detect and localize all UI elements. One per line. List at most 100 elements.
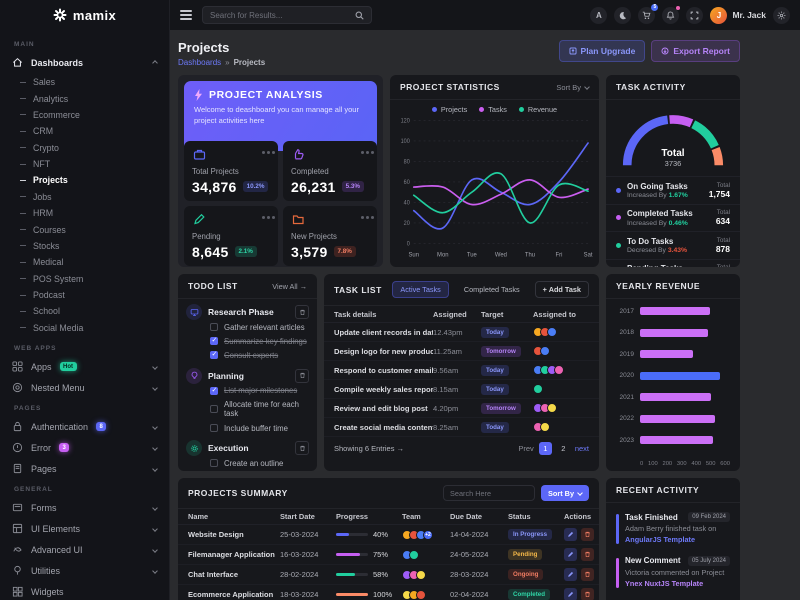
delete-icon[interactable]	[295, 368, 309, 383]
todo-view-all-link[interactable]: View All →	[272, 281, 307, 291]
edit-icon[interactable]	[564, 528, 577, 541]
sidebar-subitem-label: Courses	[33, 224, 66, 235]
col-progress: Progress	[336, 512, 369, 521]
activity-link[interactable]: AngularJS Template	[625, 534, 696, 544]
edit-icon[interactable]	[564, 588, 577, 600]
add-task-button[interactable]: + Add Task	[534, 281, 589, 298]
sidebar-item-courses[interactable]: Courses	[0, 221, 169, 237]
delete-icon[interactable]	[295, 441, 309, 456]
more-icon[interactable]	[267, 215, 270, 219]
checkbox[interactable]	[210, 459, 218, 468]
tab-active-tasks[interactable]: Active Tasks	[392, 281, 449, 298]
search-input[interactable]	[210, 10, 349, 20]
task-row[interactable]: Respond to customer emails promptly9.56a…	[324, 361, 599, 380]
revenue-bar-row: 2022	[616, 414, 730, 423]
progress-track	[336, 573, 368, 576]
task-row[interactable]: Review and edit blog post 4.20pm Tomorrow	[324, 399, 599, 418]
sidebar-item-podcast[interactable]: Podcast	[0, 287, 169, 303]
sidebar-item-nft[interactable]: NFT	[0, 156, 169, 172]
statistics-sort-by[interactable]: Sort By	[556, 83, 590, 92]
edit-icon[interactable]	[564, 568, 577, 581]
checkbox[interactable]	[210, 336, 218, 346]
task-row[interactable]: Compile weekly sales report summary8.15a…	[324, 380, 599, 399]
sidebar-item-sales[interactable]: Sales	[0, 74, 169, 90]
sidebar-item-ui-elements[interactable]: UI Elements	[0, 518, 169, 539]
more-icon[interactable]	[366, 215, 369, 219]
project-row[interactable]: Ecommerce Application 18-03-2024 100% 02-04…	[178, 585, 599, 600]
hamburger-menu-icon[interactable]	[180, 10, 192, 20]
sidebar-item-pages[interactable]: Pages	[0, 458, 169, 479]
sidebar-item-nested-menu[interactable]: Nested Menu	[0, 377, 169, 398]
delete-icon[interactable]	[581, 588, 594, 600]
more-icon[interactable]	[267, 150, 270, 154]
sidebar-item-medical[interactable]: Medical	[0, 254, 169, 270]
pagination-page-2[interactable]: 2	[561, 444, 566, 453]
task-time: 8.25am	[433, 422, 459, 432]
sidebar-item-utilities[interactable]: Utilities	[0, 560, 169, 581]
dark-mode-moon-icon[interactable]	[614, 6, 632, 24]
sidebar-item-ecommerce[interactable]: Ecommerce	[0, 107, 169, 123]
notifications-bell-icon[interactable]	[662, 5, 681, 24]
cart-icon[interactable]: 5	[638, 3, 659, 24]
activity-link[interactable]: Ynex NuxtJS Template	[625, 578, 704, 588]
sidebar-item-apps[interactable]: Apps Hot	[0, 356, 169, 377]
project-row[interactable]: Chat Interface 28-02-2024 58% 28-03-2024 Ong…	[178, 565, 599, 585]
pagination-next[interactable]: next	[574, 444, 589, 453]
settings-gear-icon[interactable]	[773, 6, 790, 24]
pagination-prev[interactable]: Prev	[518, 444, 534, 453]
tab-completed-tasks[interactable]: Completed Tasks	[463, 285, 520, 294]
sidebar-subitem-label: Crypto	[33, 142, 59, 153]
avatar	[416, 569, 426, 580]
checkbox[interactable]	[210, 424, 218, 433]
pagination-page-1[interactable]: 1	[538, 442, 552, 455]
sidebar-item-dashboards[interactable]: Dashboards	[0, 52, 169, 73]
sidebar-item-crm[interactable]: CRM	[0, 123, 169, 139]
sidebar-item-widgets[interactable]: Widgets	[0, 581, 169, 600]
delete-icon[interactable]	[581, 528, 594, 541]
fullscreen-icon[interactable]	[686, 6, 704, 24]
task-row[interactable]: Update client records in database12.43pm…	[324, 323, 599, 342]
sidebar-item-hrm[interactable]: HRM	[0, 205, 169, 221]
avatar-stack	[533, 346, 589, 356]
sidebar-item-social-media[interactable]: Social Media	[0, 320, 169, 336]
summary-search-input[interactable]	[443, 485, 536, 501]
more-icon[interactable]	[366, 150, 369, 154]
plan-upgrade-button[interactable]: Plan Upgrade	[558, 40, 646, 62]
language-icon[interactable]: A	[590, 6, 608, 24]
sidebar-item-jobs[interactable]: Jobs	[0, 189, 169, 205]
chart-legend: Projects Tasks Revenue	[390, 100, 599, 114]
edit-icon[interactable]	[564, 548, 577, 561]
sidebar-item-crypto[interactable]: Crypto	[0, 140, 169, 156]
target-badge: Tomorrow	[481, 402, 521, 414]
sidebar-item-analytics[interactable]: Analytics	[0, 90, 169, 106]
todo-item: Gather relevant articles	[186, 320, 309, 334]
delete-icon[interactable]	[295, 305, 309, 319]
task-row[interactable]: Design logo for new product 11.25am Tomorr…	[324, 342, 599, 361]
year-label: 2021	[619, 393, 634, 401]
project-row[interactable]: Website Design 25-03-2024 40% +2 14-04-2024 I…	[178, 525, 599, 545]
task-row[interactable]: Create social media content calendar8.25…	[324, 418, 599, 437]
year-label: 2023	[619, 436, 634, 444]
breadcrumb-dashboards[interactable]: Dashboards	[178, 58, 222, 67]
project-row[interactable]: Filemanager Application 16-03-2024 75% 24-0…	[178, 545, 599, 565]
checkbox[interactable]	[210, 386, 218, 395]
brand-logo[interactable]: mamix	[0, 0, 169, 30]
sidebar-item-projects[interactable]: Projects	[0, 172, 169, 188]
activity-row-change: Increased By 0.46%	[627, 219, 688, 227]
search-icon[interactable]	[355, 11, 364, 20]
sidebar-item-advanced-ui[interactable]: Advanced UI	[0, 539, 169, 560]
delete-icon[interactable]	[581, 568, 594, 581]
user-menu[interactable]: J Mr. Jack	[710, 6, 766, 24]
summary-sort-by-button[interactable]: Sort By	[541, 485, 589, 501]
sidebar-item-authentication[interactable]: Authentication 8	[0, 416, 169, 437]
sidebar-item-error[interactable]: Error 3	[0, 437, 169, 458]
checkbox[interactable]	[210, 405, 218, 414]
delete-icon[interactable]	[581, 548, 594, 561]
sidebar-item-stocks[interactable]: Stocks	[0, 238, 169, 254]
sidebar-item-forms[interactable]: Forms	[0, 497, 169, 518]
checkbox[interactable]	[210, 350, 218, 360]
sidebar-item-pos-system[interactable]: POS System	[0, 271, 169, 287]
sidebar-item-school[interactable]: School	[0, 303, 169, 319]
checkbox[interactable]	[210, 323, 218, 332]
export-report-button[interactable]: Export Report	[651, 40, 740, 62]
